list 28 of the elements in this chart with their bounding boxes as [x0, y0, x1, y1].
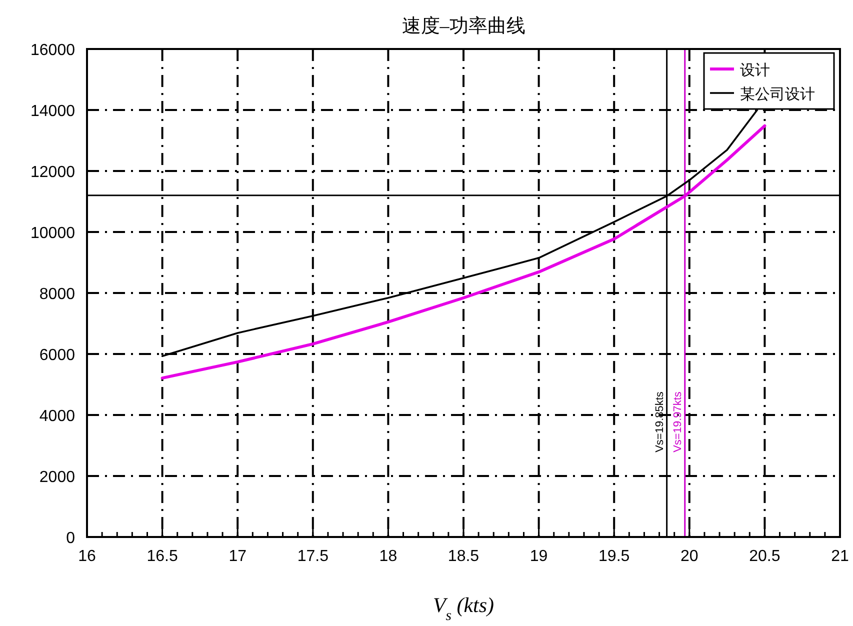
- ref-line: Vs=19.97kts: [672, 49, 686, 537]
- x-tick-label: 17.5: [297, 548, 329, 565]
- x-axis-title: V$_{s}$ (kts): [432, 593, 494, 624]
- x-tick-label: 19: [530, 548, 548, 565]
- x-tick-label: 17: [228, 548, 247, 565]
- x-tick-label: 20.5: [749, 548, 780, 565]
- legend-label: 设计: [740, 62, 770, 79]
- y-tick-label: 8000: [39, 286, 76, 303]
- y-tick-label: 12000: [30, 164, 76, 181]
- ref-line: Vs=19.85kts: [654, 49, 668, 537]
- ref-line-label: Vs=19.85kts: [654, 391, 666, 452]
- x-tick-label: 16: [78, 548, 96, 565]
- y-tick-label: 14000: [30, 103, 76, 120]
- ref-line-label: Vs=19.97kts: [672, 391, 684, 452]
- legend-label: 某公司设计: [740, 86, 815, 103]
- x-tick-label: 18.5: [448, 548, 480, 565]
- x-tick-label: 19.5: [598, 548, 630, 565]
- y-tick-label: 2000: [39, 469, 76, 486]
- y-tick-label: 4000: [39, 408, 76, 425]
- x-tick-label: 20: [680, 548, 698, 565]
- y-tick-label: 6000: [39, 347, 76, 364]
- y-tick-label: 10000: [30, 225, 76, 242]
- y-tick-label: 16000: [30, 42, 76, 59]
- x-tick-label: 21: [831, 548, 849, 565]
- chart-title: 速度–功率曲线: [402, 15, 526, 37]
- x-tick-label: 16.5: [146, 548, 178, 565]
- y-tick-label: 0: [66, 530, 76, 547]
- x-tick-label: 18: [379, 548, 398, 565]
